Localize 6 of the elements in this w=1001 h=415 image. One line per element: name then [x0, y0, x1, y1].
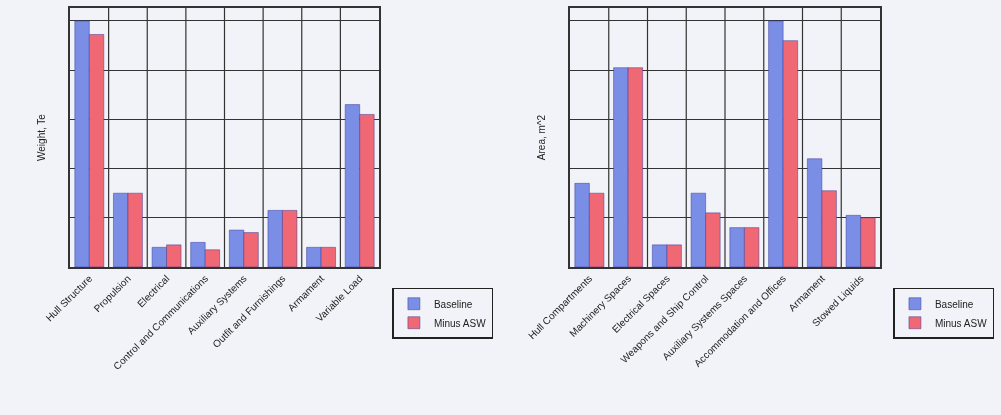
legend-label: Minus ASW — [934, 317, 988, 329]
legend-label: Baseline — [433, 298, 473, 310]
y-axis-title: Weight, Te — [35, 113, 47, 161]
legend-label: Baseline — [934, 298, 974, 310]
legend-label: Minus ASW — [433, 317, 487, 329]
y-axis-title: Area, m^2 — [535, 114, 547, 161]
